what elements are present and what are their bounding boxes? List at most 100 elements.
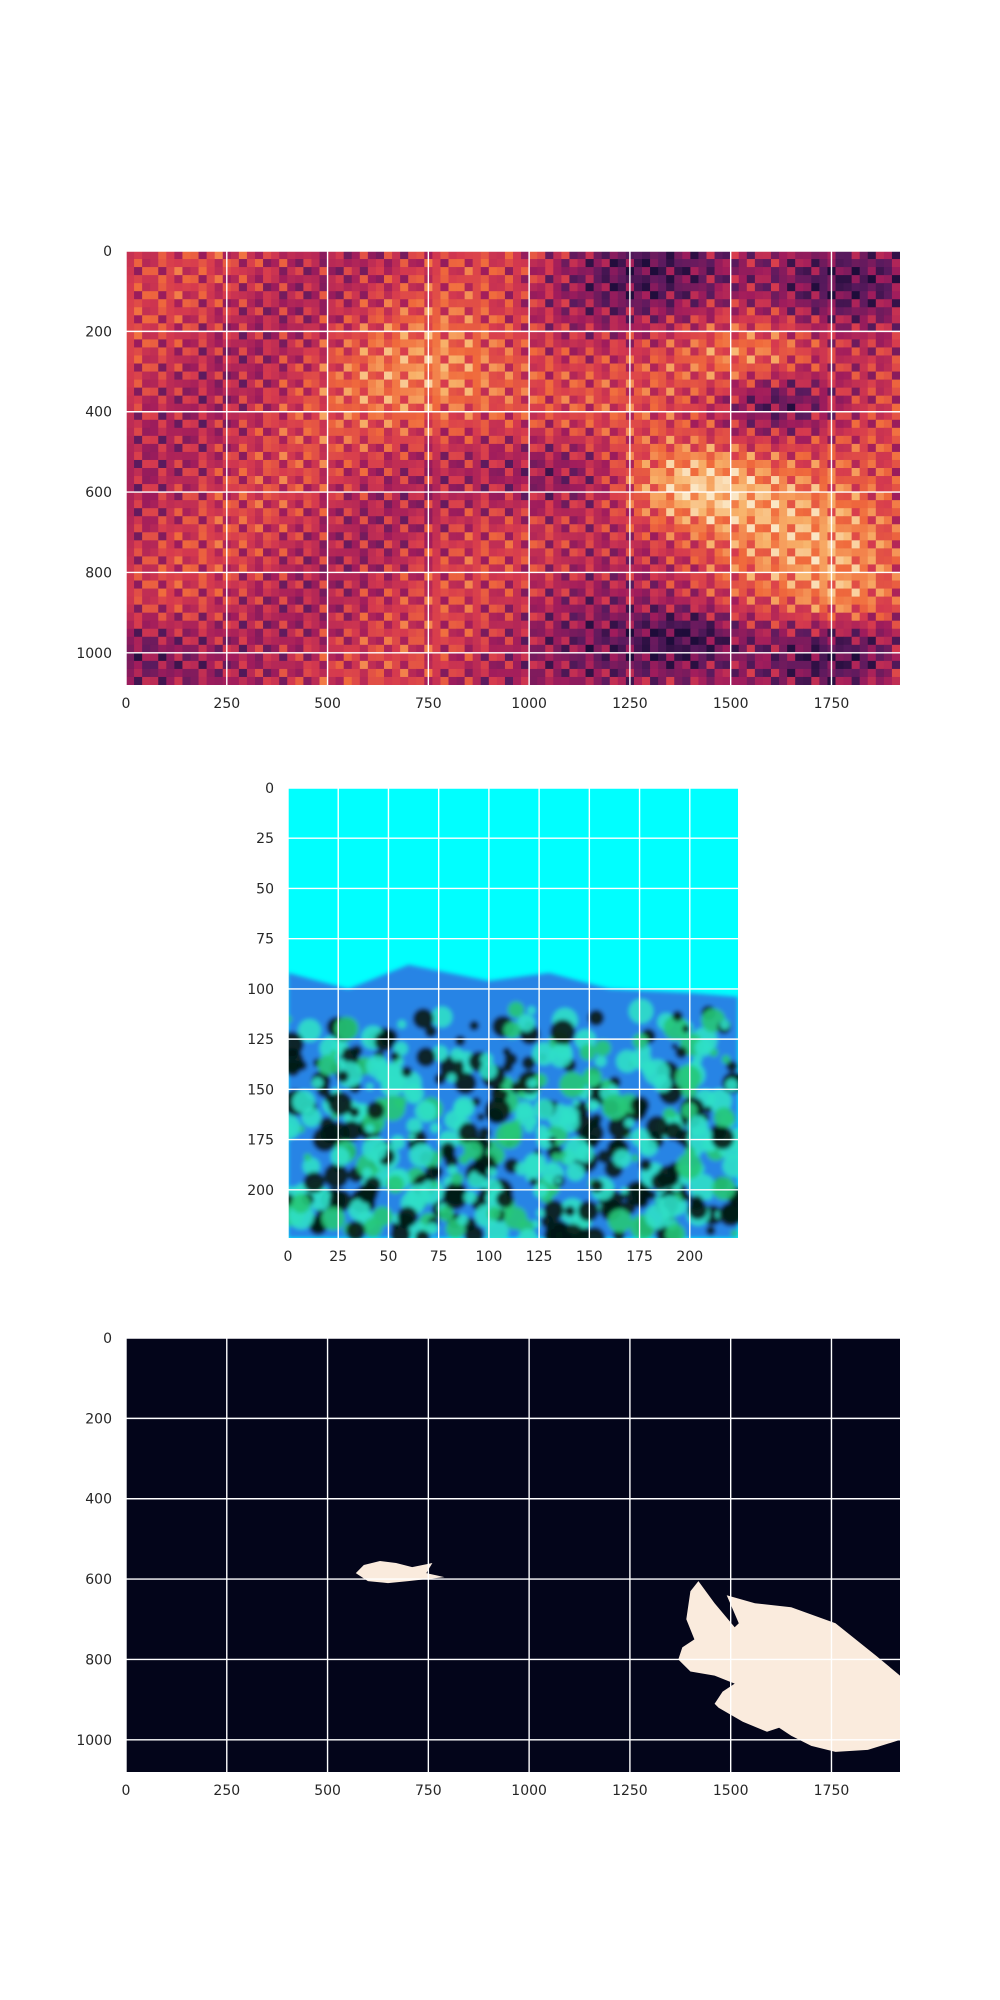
heatmap-cell [246, 540, 256, 549]
heatmap-cell [496, 307, 506, 316]
heatmap-cell [553, 443, 562, 453]
heatmap-cell [795, 299, 804, 308]
heatmap-cell [367, 620, 377, 630]
heatmap-cell [521, 403, 530, 413]
heatmap-cell [843, 259, 853, 268]
heatmap-cell [263, 500, 272, 509]
heatmap-cell [440, 524, 449, 533]
heatmap-cell [795, 347, 804, 356]
heatmap-cell [343, 435, 353, 445]
heatmap-cell [585, 323, 595, 332]
heatmap-cell [835, 291, 844, 300]
heatmap-cell [198, 588, 208, 597]
heatmap-cell [585, 628, 595, 638]
heatmap-cell [561, 259, 570, 268]
heatmap-cell [134, 476, 143, 485]
heatmap-cell [771, 451, 780, 461]
heatmap-cell [440, 588, 449, 597]
heatmap-cell [126, 476, 135, 485]
heatmap-cell [835, 363, 844, 372]
heatmap-cell [464, 355, 474, 364]
heatmap-cell [690, 548, 699, 557]
heatmap-cell [609, 427, 619, 437]
heatmap-cell [303, 411, 312, 421]
heatmap-cell [762, 267, 772, 276]
heatmap-cell [367, 508, 377, 517]
heatmap-cell [327, 323, 337, 332]
heatmap-cell [126, 451, 135, 461]
heatmap-cell [682, 468, 691, 477]
heatmap-cell [311, 419, 320, 429]
heatmap-cell [351, 660, 361, 670]
heatmap-cell [795, 540, 804, 549]
heatmap-cell [698, 572, 707, 581]
heatmap-cell [859, 275, 869, 284]
heatmap-cell [617, 347, 627, 356]
heatmap-cell [545, 524, 554, 533]
heatmap-cell [134, 612, 143, 622]
heatmap-cell [271, 315, 280, 324]
heatmap-cell [359, 387, 369, 397]
heatmap-cell [255, 548, 264, 557]
heatmap-cell [158, 395, 167, 405]
heatmap-cell [416, 516, 425, 525]
heatmap-cell [230, 548, 240, 557]
heatmap-cell [609, 339, 619, 348]
heatmap-cell [255, 468, 264, 477]
heatmap-cell [343, 492, 353, 501]
heatmap-cell [529, 620, 538, 630]
heatmap-cell [553, 556, 562, 565]
heatmap-cell [206, 307, 216, 316]
heatmap-cell [287, 516, 296, 525]
heatmap-cell [593, 524, 603, 533]
heatmap-cell [255, 259, 264, 268]
heatmap-cell [182, 427, 191, 437]
heatmap-cell [230, 636, 240, 646]
heatmap-cell [456, 267, 466, 276]
heatmap-cell [279, 516, 288, 525]
heatmap-cell [811, 500, 820, 509]
heatmap-cell [601, 620, 611, 630]
heatmap-cell [456, 283, 466, 292]
heatmap-cell [238, 395, 248, 405]
heatmap-cell [738, 644, 748, 654]
heatmap-cell [754, 580, 764, 589]
heatmap-cell [738, 323, 748, 332]
heatmap-cell [521, 387, 530, 397]
heatmap-cell [521, 620, 530, 630]
heatmap-cell [843, 355, 853, 364]
heatmap-cell [311, 339, 320, 348]
heatmap-cell [706, 355, 715, 364]
heatmap-cell [343, 636, 353, 646]
heatmap-cell [851, 620, 861, 630]
heatmap-cell [464, 275, 474, 284]
heatmap-cell [762, 443, 772, 453]
heatmap-cell [803, 403, 812, 413]
heatmap-cell [174, 275, 183, 284]
heatmap-cell [198, 548, 208, 557]
heatmap-cell [585, 660, 595, 670]
heatmap-cell [206, 468, 216, 477]
heatmap-cell [279, 564, 288, 573]
heatmap-cell [650, 315, 659, 324]
heatmap-cell [496, 347, 506, 356]
heatmap-cell [206, 419, 216, 429]
heatmap-cell [633, 644, 643, 654]
heatmap-cell [134, 323, 143, 332]
heatmap-cell [529, 516, 538, 525]
heatmap-cell [714, 339, 724, 348]
heatmap-cell [787, 451, 796, 461]
heatmap-cell [658, 355, 667, 364]
heatmap-cell [351, 363, 361, 372]
heatmap-cell [891, 387, 900, 397]
heatmap-cell [811, 419, 820, 429]
heatmap-cell [585, 427, 595, 437]
heatmap-cell [609, 556, 619, 565]
heatmap-cell [472, 363, 482, 372]
heatmap-cell [134, 259, 143, 268]
heatmap-cell [577, 275, 586, 284]
heatmap-cell [738, 259, 748, 268]
heatmap-cell [464, 347, 474, 356]
heatmap-cell [384, 476, 393, 485]
heatmap-cell [819, 604, 828, 614]
